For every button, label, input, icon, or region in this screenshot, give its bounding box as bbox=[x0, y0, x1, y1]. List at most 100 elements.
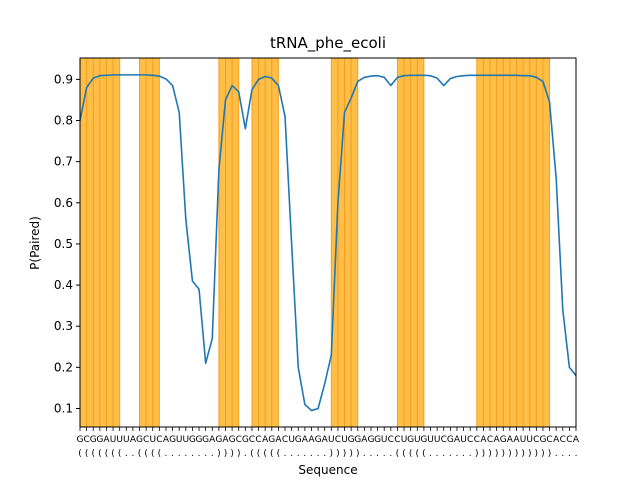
y-axis-label: P(Paired) bbox=[28, 216, 42, 270]
x-tick-structure: ( bbox=[85, 449, 89, 459]
x-tick-nucleotide: A bbox=[513, 435, 520, 445]
x-tick-structure: . bbox=[165, 449, 168, 459]
x-tick-nucleotide: U bbox=[328, 435, 335, 445]
y-tick-label: 0.7 bbox=[54, 155, 73, 169]
paired-region bbox=[139, 58, 160, 427]
plot-frame bbox=[79, 57, 577, 428]
x-tick-structure: ( bbox=[270, 449, 274, 459]
x-tick-structure: ( bbox=[277, 449, 281, 459]
x-tick-structure: . bbox=[376, 449, 379, 459]
x-tick-nucleotide: U bbox=[526, 435, 533, 445]
x-tick-nucleotide: C bbox=[546, 435, 552, 445]
x-tick-nucleotide: C bbox=[560, 435, 566, 445]
x-tick-structure: ) bbox=[482, 449, 486, 459]
x-tick-nucleotide: G bbox=[420, 435, 427, 445]
y-tick-label: 0.9 bbox=[54, 72, 73, 86]
x-tick-structure: . bbox=[436, 449, 439, 459]
x-tick-structure: ( bbox=[416, 449, 420, 459]
x-tick-nucleotide: G bbox=[169, 435, 176, 445]
x-tick-nucleotide: G bbox=[202, 435, 209, 445]
x-tick-nucleotide: C bbox=[282, 435, 288, 445]
x-tick-nucleotide: C bbox=[335, 435, 341, 445]
x-tick-nucleotide: G bbox=[136, 435, 143, 445]
chart-title: tRNA_phe_ecoli bbox=[270, 34, 386, 53]
x-tick-nucleotide: C bbox=[467, 435, 473, 445]
x-tick-nucleotide: U bbox=[414, 435, 421, 445]
y-ticks: 0.1 0.2 0.3 0.4 0.5 0.6 0.7 0.8 0.9 bbox=[54, 72, 80, 415]
x-tick-nucleotide: U bbox=[401, 435, 408, 445]
x-tick-structure: . bbox=[389, 449, 392, 459]
x-tick-structure: . bbox=[284, 449, 287, 459]
x-tick-nucleotide: U bbox=[341, 435, 348, 445]
x-tick-structure: ) bbox=[495, 449, 499, 459]
x-tick-structure: . bbox=[191, 449, 194, 459]
x-tick-nucleotide: A bbox=[262, 435, 269, 445]
x-tick-structure: ) bbox=[535, 449, 539, 459]
x-tick-structure: ) bbox=[330, 449, 334, 459]
x-tick-structure: ( bbox=[98, 449, 102, 459]
x-tick-structure: . bbox=[178, 449, 181, 459]
x-tick-structure: ( bbox=[402, 449, 406, 459]
x-tick-nucleotide: A bbox=[507, 435, 514, 445]
x-tick-nucleotide: G bbox=[90, 435, 97, 445]
x-tick-nucleotide: C bbox=[236, 435, 242, 445]
x-tick-structure: . bbox=[297, 449, 300, 459]
x-tick-nucleotide: C bbox=[441, 435, 447, 445]
x-tick-structure: . bbox=[442, 449, 445, 459]
x-tick-nucleotide: U bbox=[520, 435, 527, 445]
x-tick-nucleotide: A bbox=[573, 435, 580, 445]
paired-region-shading bbox=[79, 58, 551, 427]
series-line-layer bbox=[79, 74, 577, 412]
x-tick-structure: ( bbox=[91, 449, 95, 459]
x-tick-nucleotide: G bbox=[315, 435, 322, 445]
x-tick-structure: ( bbox=[250, 449, 254, 459]
x-tick-nucleotide: G bbox=[539, 435, 546, 445]
x-tick-structure: . bbox=[198, 449, 201, 459]
x-tick-structure: ( bbox=[422, 449, 426, 459]
x-tick-structure: ) bbox=[475, 449, 479, 459]
x-tick-structure: ) bbox=[521, 449, 525, 459]
x-tick-structure: ) bbox=[515, 449, 519, 459]
x-tick-nucleotide: G bbox=[500, 435, 507, 445]
x-tick-nucleotide: U bbox=[460, 435, 467, 445]
x-tick-structure: . bbox=[370, 449, 373, 459]
x-tick-nucleotide: C bbox=[255, 435, 261, 445]
x-tick-nucleotide: G bbox=[367, 435, 374, 445]
x-axis-label: Sequence bbox=[298, 463, 357, 477]
x-tick-structure: . bbox=[131, 449, 134, 459]
x-tick-structure: ( bbox=[138, 449, 142, 459]
y-tick-label: 0.8 bbox=[54, 114, 73, 128]
paired-region bbox=[476, 58, 550, 427]
x-tick-nucleotide: C bbox=[388, 435, 394, 445]
x-tick-structure: ( bbox=[263, 449, 267, 459]
x-tick-structure: ( bbox=[111, 449, 115, 459]
x-tick-nucleotide: U bbox=[110, 435, 117, 445]
x-tick-structure: . bbox=[449, 449, 452, 459]
x-tick-structure: ) bbox=[356, 449, 360, 459]
x-tick-structure: . bbox=[575, 449, 578, 459]
x-tick-structure: ) bbox=[501, 449, 505, 459]
x-tick-nucleotide: A bbox=[103, 435, 110, 445]
x-tick-structure: . bbox=[310, 449, 313, 459]
x-tick-nucleotide: G bbox=[189, 435, 196, 445]
x-tick-nucleotide: A bbox=[302, 435, 309, 445]
x-tick-nucleotide: G bbox=[354, 435, 361, 445]
x-tick-structure: . bbox=[462, 449, 465, 459]
x-tick-structure: . bbox=[244, 449, 247, 459]
x-tick-nucleotide: G bbox=[229, 435, 236, 445]
x-tick-nucleotide: A bbox=[361, 435, 368, 445]
x-tick-nucleotide: G bbox=[242, 435, 249, 445]
x-tick-nucleotide: G bbox=[407, 435, 414, 445]
x-tick-structure: ) bbox=[548, 449, 552, 459]
x-tick-nucleotide: U bbox=[116, 435, 123, 445]
x-tick-structure: . bbox=[211, 449, 214, 459]
x-tick-nucleotide: C bbox=[394, 435, 400, 445]
x-tick-structure: ) bbox=[508, 449, 512, 459]
x-tick-nucleotide: A bbox=[130, 435, 137, 445]
x-tick-nucleotide: C bbox=[83, 435, 89, 445]
sequence-ticks: G(C(G(G(A(U(U(U.A.G(C(U(C(A.G.U.U.G.G.G.… bbox=[77, 427, 580, 459]
x-tick-nucleotide: U bbox=[176, 435, 183, 445]
x-tick-nucleotide: U bbox=[427, 435, 434, 445]
y-tick-label: 0.3 bbox=[54, 319, 73, 333]
